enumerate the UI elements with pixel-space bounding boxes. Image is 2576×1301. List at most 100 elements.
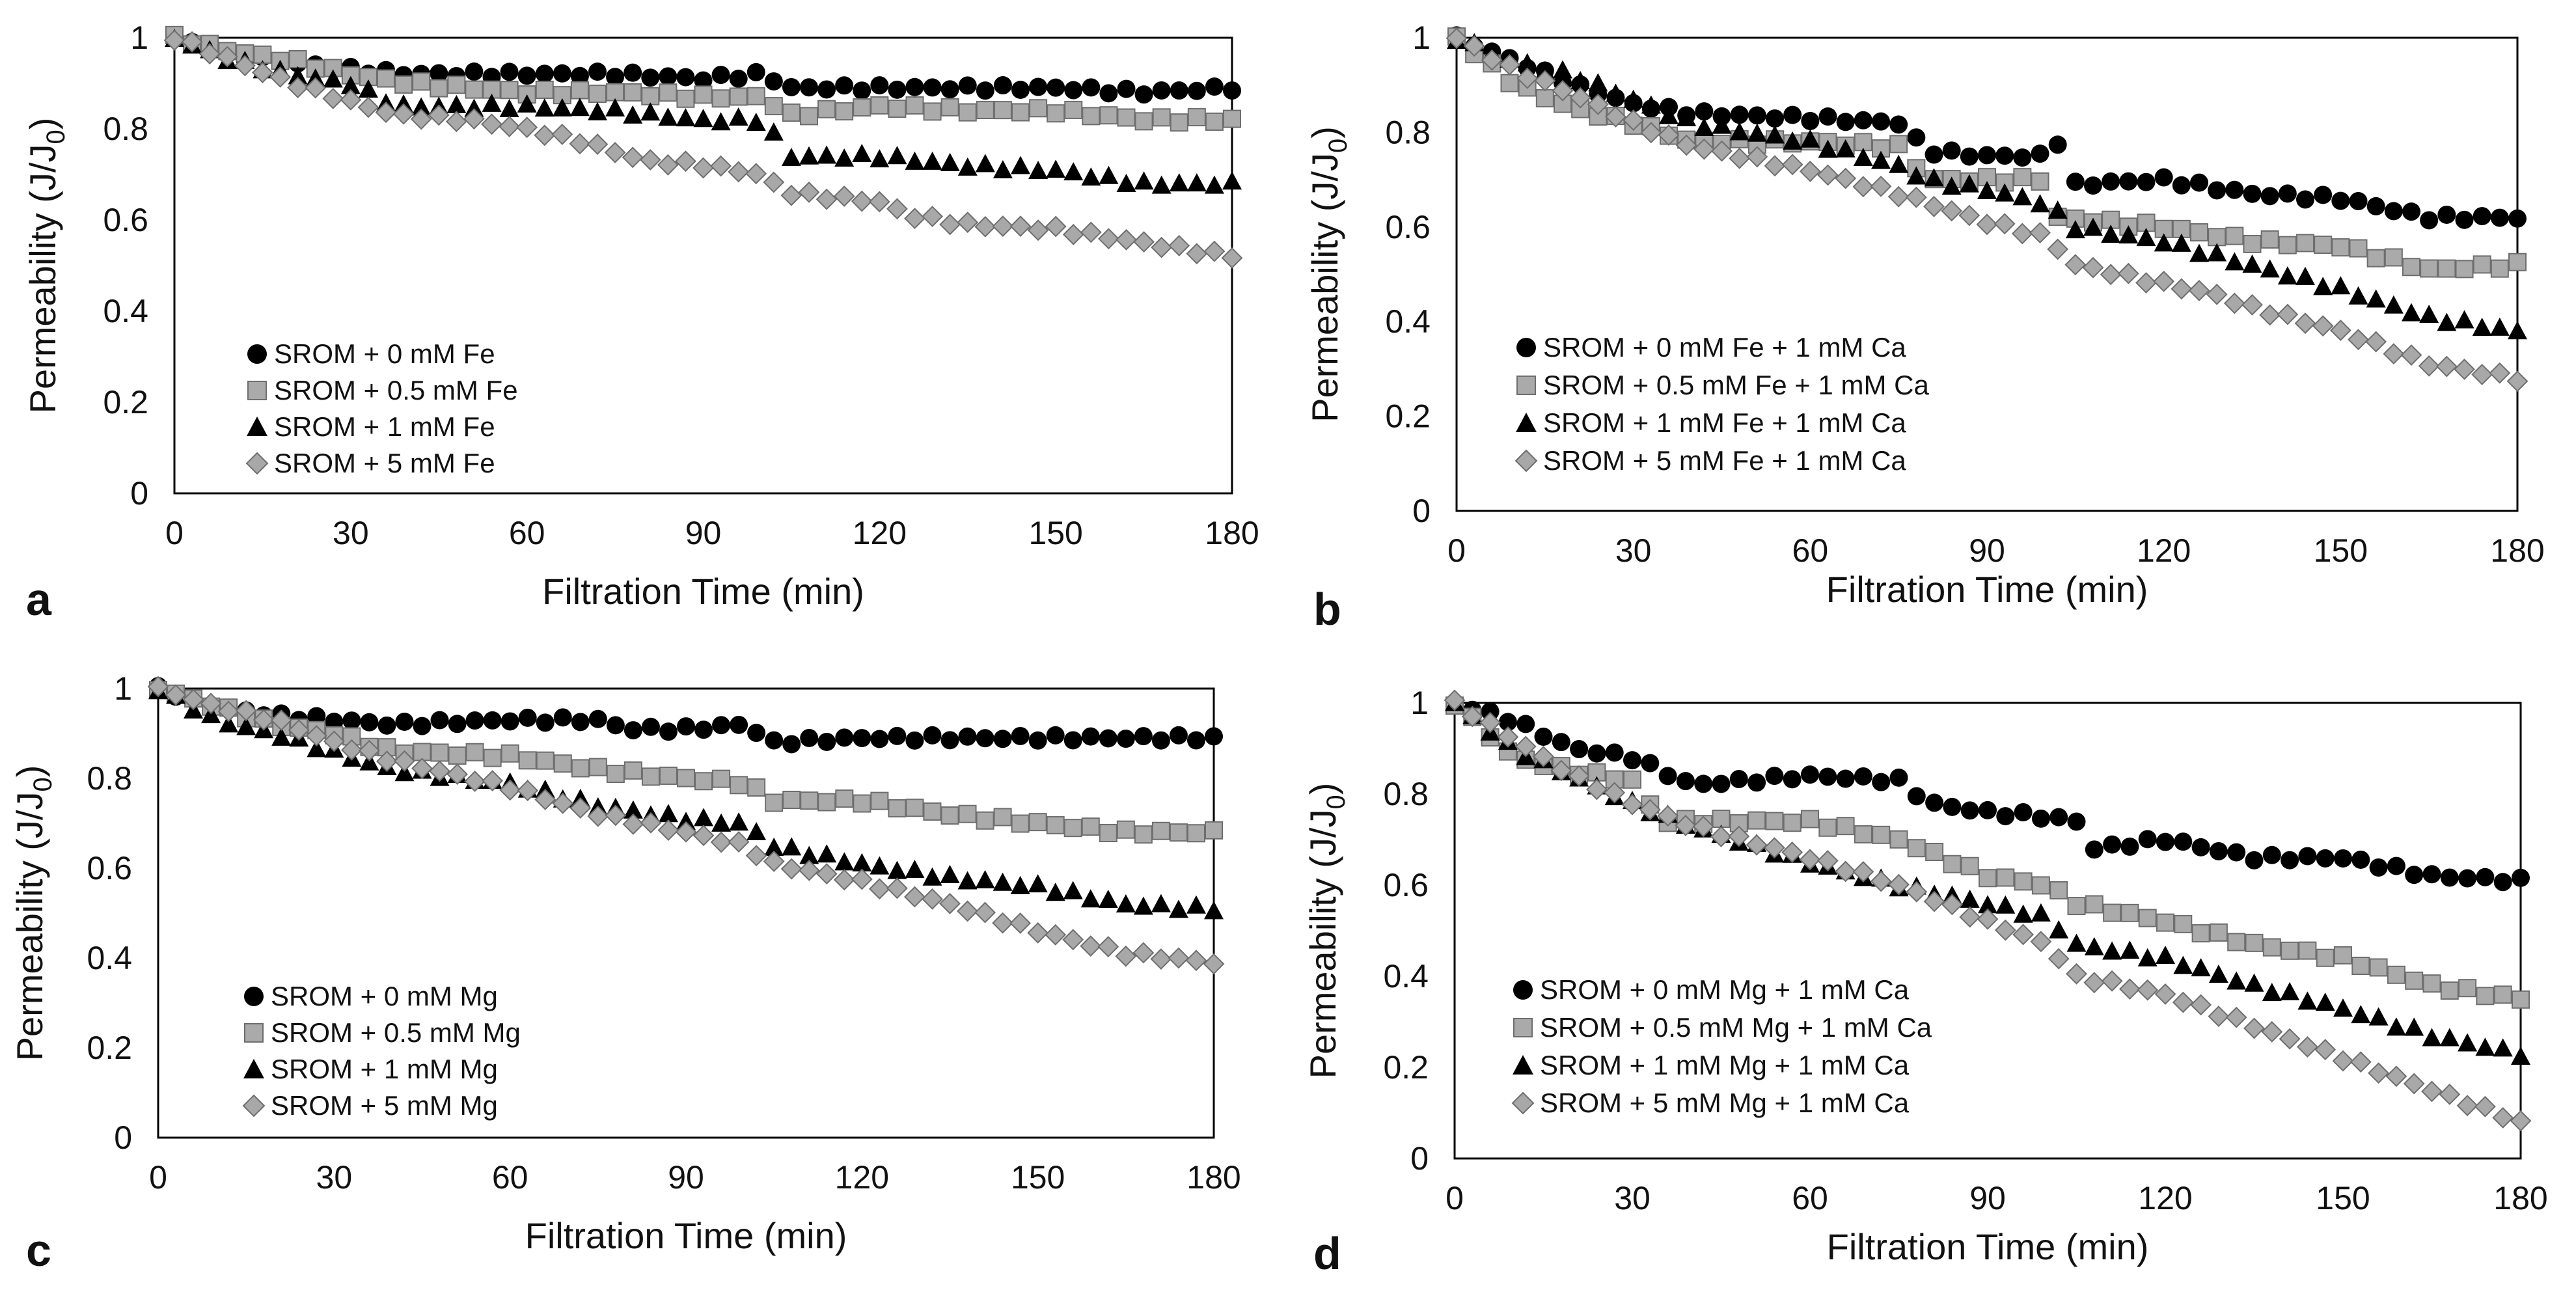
data-point: [588, 102, 607, 120]
data-point: [394, 763, 415, 782]
data-point: [2190, 173, 2208, 192]
data-point: [1889, 830, 1908, 849]
data-point: [1186, 824, 1205, 843]
data-point: [219, 714, 239, 733]
data-point: [1677, 107, 1697, 126]
legend-label: SROM + 0 mM Mg: [271, 981, 498, 1011]
data-point: [2473, 255, 2491, 274]
x-tick-label: 30: [333, 515, 369, 551]
chart-panel-a: 0 30 60 90 120 150 180 0 0.2 0.4 0.6 0.8 1 Filtration…: [22, 20, 1259, 625]
data-point: [835, 76, 854, 95]
data-point: [2120, 903, 2139, 922]
data-point: [639, 149, 661, 171]
data-point: [552, 792, 574, 814]
data-point: [2049, 920, 2069, 938]
data-point: [360, 713, 379, 732]
data-point: [1134, 727, 1153, 746]
data-point: [747, 778, 766, 797]
data-point: [658, 107, 678, 126]
data-point: [412, 72, 431, 91]
data-point: [623, 761, 642, 780]
data-point: [2012, 924, 2035, 946]
data-point: [694, 85, 713, 104]
data-point: [1675, 815, 1697, 836]
data-point: [1185, 950, 1207, 972]
data-point: [1872, 112, 1890, 131]
data-point: [1836, 769, 1855, 788]
data-point: [2030, 931, 2052, 953]
data-point: [2118, 225, 2139, 244]
data-point: [2334, 849, 2352, 868]
data-point: [2512, 868, 2530, 887]
data-point: [2314, 236, 2333, 254]
data-point: [1011, 80, 1030, 99]
data-point: [1854, 111, 1872, 130]
data-point: [2420, 259, 2439, 278]
data-point: [1446, 27, 1468, 49]
x-axis-label: Filtration Time (min): [525, 1215, 847, 1256]
y-tick-label: 0.6: [87, 850, 132, 886]
data-point: [1979, 801, 1997, 819]
data-point: [1029, 99, 1048, 118]
data-point: [1712, 774, 1731, 793]
legend-marker: [245, 452, 269, 475]
data-point: [2298, 847, 2317, 866]
data-point: [905, 96, 924, 115]
data-point: [181, 31, 203, 53]
data-point: [1080, 889, 1101, 908]
data-point: [1978, 146, 1996, 165]
data-point: [2277, 303, 2299, 325]
data-point: [1134, 171, 1154, 190]
data-point: [1170, 113, 1188, 132]
data-point: [923, 102, 942, 121]
data-point: [1151, 236, 1173, 258]
data-point: [675, 821, 697, 843]
data-point: [1187, 108, 1206, 127]
data-point: [870, 730, 889, 748]
data-point: [482, 93, 502, 112]
data-point: [1045, 883, 1065, 901]
data-point: [2489, 317, 2510, 336]
y-axis-label: Permeability (J/J0): [1302, 783, 1350, 1079]
data-point: [1169, 726, 1188, 745]
data-point: [2458, 979, 2477, 998]
data-point: [1082, 78, 1101, 97]
data-point: [2385, 1065, 2407, 1088]
data-point: [1925, 843, 1944, 862]
data-point: [817, 732, 836, 751]
data-point: [234, 55, 256, 77]
data-point: [1168, 947, 1190, 969]
legend-label: SROM + 5 mM Mg + 1 mM Ca: [1540, 1088, 1910, 1118]
data-point: [1479, 711, 1501, 733]
data-point: [1907, 839, 1926, 858]
data-point: [782, 103, 801, 122]
data-point: [1996, 807, 2015, 826]
data-point: [2174, 914, 2193, 933]
data-point: [2454, 310, 2474, 329]
data-point: [922, 867, 942, 886]
data-point: [534, 98, 555, 117]
data-point: [923, 78, 942, 97]
data-point: [817, 80, 836, 99]
data-point: [976, 811, 994, 830]
data-point: [1943, 855, 1962, 873]
data-point: [1098, 228, 1119, 250]
data-point: [2083, 217, 2103, 236]
data-point: [535, 80, 554, 99]
data-point: [2350, 1051, 2372, 1073]
data-point: [2082, 256, 2104, 279]
data-point: [163, 29, 185, 51]
legend-label: SROM + 0.5 mM Fe + 1 mM Ca: [1543, 370, 1929, 400]
data-point: [1729, 147, 1751, 169]
data-point: [2454, 358, 2475, 380]
data-point: [1621, 793, 1643, 815]
data-point: [2329, 320, 2351, 341]
data-point: [253, 709, 275, 731]
data-point: [305, 77, 327, 99]
data-point: [340, 89, 362, 111]
data-point: [2296, 1036, 2318, 1058]
data-point: [2492, 1107, 2514, 1129]
data-point: [2493, 873, 2512, 892]
data-point: [853, 98, 871, 117]
